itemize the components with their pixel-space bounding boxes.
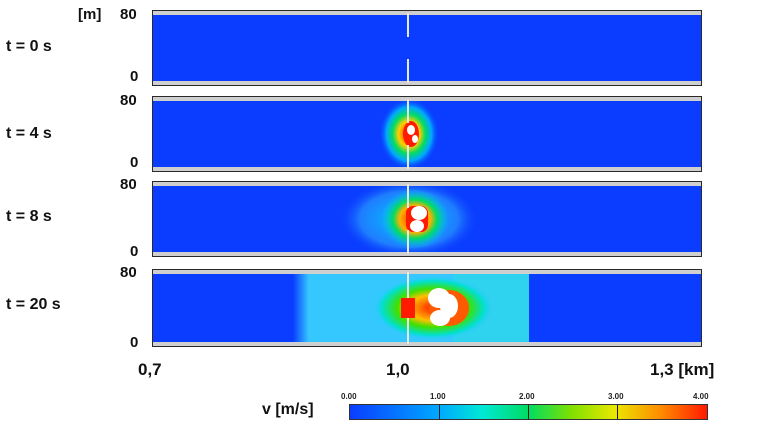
panel-t0 [152, 10, 702, 86]
colorbar-tick-label-3: 3.00 [608, 392, 624, 401]
colorbar-tick-label-2: 2.00 [519, 392, 535, 401]
colorbar [349, 404, 708, 420]
colorbar-tick-2 [528, 405, 529, 419]
time-label-0: t = 0 s [6, 38, 52, 55]
ytick-top-4: 80 [120, 92, 137, 109]
colorbar-tick-label-4: 4.00 [693, 392, 709, 401]
colorbar-tick-3 [617, 405, 618, 419]
ytick-bottom-8: 0 [130, 243, 139, 260]
colorbar-label: v [m/s] [262, 401, 314, 418]
ytick-top-20: 80 [120, 264, 137, 281]
ytick-bottom-20: 0 [130, 334, 139, 351]
flow-field-t0 [153, 11, 701, 85]
panel-t8 [152, 181, 702, 257]
flow-field-t4 [153, 97, 701, 171]
flow-field-t20 [153, 270, 701, 346]
ytick-bottom-0: 0 [130, 68, 139, 85]
time-label-20: t = 20 s [6, 296, 61, 313]
y-unit-label: [m] [78, 6, 102, 23]
xtick-mid: 1,0 [386, 360, 410, 379]
panel-t20 [152, 269, 702, 347]
time-label-8: t = 8 s [6, 208, 52, 225]
xtick-left: 0,7 [138, 360, 162, 379]
xtick-right: 1,3 [km] [650, 360, 715, 379]
colorbar-tick-1 [439, 405, 440, 419]
colorbar-tick-label-0: 0.00 [341, 392, 357, 401]
flow-field-t8 [153, 182, 701, 256]
colorbar-tick-label-1: 1.00 [430, 392, 446, 401]
ytick-top-0: 80 [120, 6, 137, 23]
ytick-bottom-4: 0 [130, 154, 139, 171]
panel-t4 [152, 96, 702, 172]
ytick-top-8: 80 [120, 176, 137, 193]
time-label-4: t = 4 s [6, 125, 52, 142]
